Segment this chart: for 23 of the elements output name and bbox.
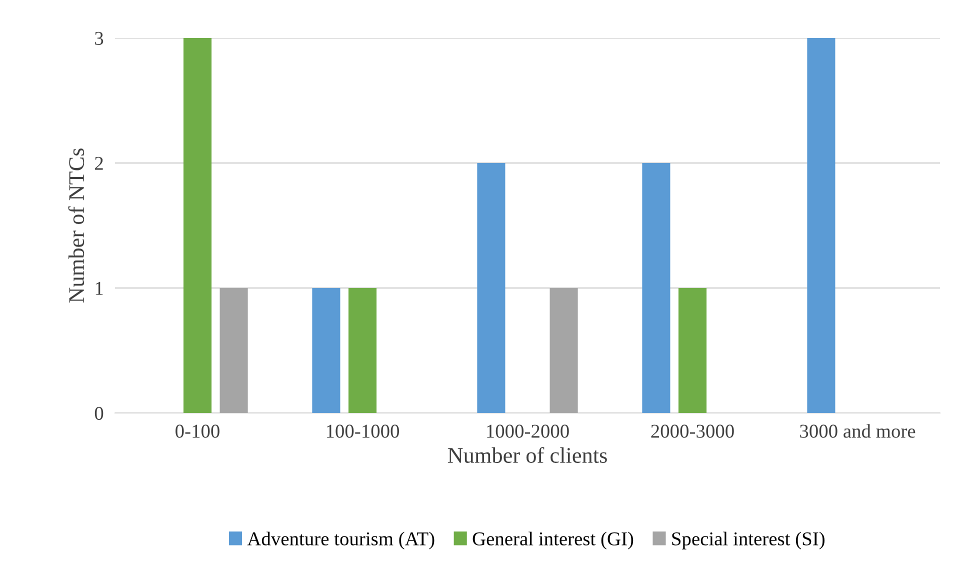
x-tick-label: 100-1000: [326, 424, 400, 438]
x-tick-label: 0-100: [176, 424, 220, 438]
bar: [312, 288, 340, 413]
bar: [220, 288, 248, 413]
legend-label: General interest (GI): [472, 532, 634, 550]
x-tick-label: 2000-3000: [651, 424, 734, 438]
y-tick-label: 1: [96, 282, 103, 295]
y-tick-label: 3: [95, 32, 104, 45]
y-tick-label: 2: [95, 156, 103, 170]
x-axis-title: Number of clients: [448, 447, 607, 463]
y-axis-title: Number of NTCs: [68, 148, 84, 303]
y-tick-label: 0: [94, 406, 104, 420]
bar: [183, 38, 212, 413]
bar: [348, 288, 377, 413]
x-tick-label: 3000 and more: [800, 424, 916, 438]
bar: [550, 288, 578, 413]
bar: [807, 38, 836, 413]
legend-label: Special interest (SI): [672, 532, 824, 550]
bar: [642, 163, 670, 413]
x-tick-label: 1000-2000: [487, 424, 569, 438]
bar: [678, 288, 707, 413]
bar: [477, 163, 506, 413]
legend-label: Adventure tourism (AT): [247, 532, 434, 550]
